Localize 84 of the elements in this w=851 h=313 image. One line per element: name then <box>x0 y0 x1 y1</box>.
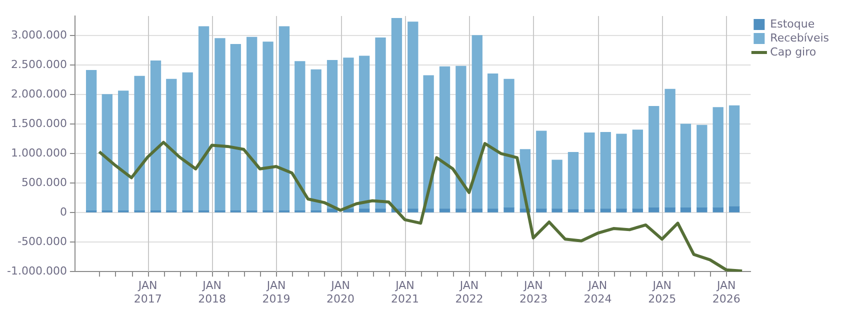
bar <box>552 208 562 212</box>
bar <box>294 61 306 212</box>
x-tick-label: JAN 2026 <box>712 279 740 306</box>
y-tick-label: -500.000 <box>17 234 67 248</box>
bar <box>504 78 514 208</box>
bar <box>648 106 660 208</box>
x-tick-label: JAN 2019 <box>262 279 290 306</box>
bar <box>182 72 193 212</box>
bar <box>616 208 627 212</box>
bar <box>134 76 145 212</box>
bar <box>584 209 595 212</box>
bar <box>102 94 112 212</box>
bar <box>696 208 708 212</box>
bar <box>616 134 627 210</box>
bar <box>408 208 418 212</box>
legend-label: Estoque <box>770 17 815 30</box>
bar <box>456 208 466 212</box>
bar <box>584 132 595 210</box>
bar <box>166 78 177 212</box>
bar <box>728 206 740 212</box>
bar <box>504 208 514 212</box>
bar <box>680 124 692 208</box>
bar <box>375 208 386 212</box>
bar <box>86 70 97 212</box>
x-tick-label: JAN 2025 <box>648 279 676 306</box>
bar <box>472 208 482 212</box>
bar <box>712 107 724 208</box>
bar <box>375 38 386 210</box>
bar <box>310 69 322 212</box>
bar <box>358 56 370 210</box>
bar <box>198 26 210 212</box>
bar <box>408 22 418 210</box>
bar <box>118 90 129 212</box>
bar <box>214 38 226 212</box>
x-tick-label: JAN 2018 <box>198 279 226 306</box>
bar <box>728 105 740 207</box>
bar <box>262 42 274 212</box>
bar <box>712 208 724 212</box>
bar <box>664 88 676 208</box>
bar <box>600 132 611 210</box>
bar <box>326 60 338 210</box>
legend-label: Cap giro <box>770 45 816 58</box>
bar <box>568 152 579 210</box>
y-tick-label: 1.000.000 <box>10 146 67 160</box>
y-tick-label: 1.500.000 <box>10 116 67 130</box>
bar <box>343 58 354 210</box>
bar <box>600 208 611 212</box>
y-tick-label: -1.000.000 <box>7 264 67 278</box>
x-tick-label: JAN 2020 <box>326 279 355 306</box>
bar <box>680 208 692 212</box>
bar <box>536 130 547 210</box>
bar <box>230 44 241 212</box>
bar <box>648 208 660 212</box>
bar <box>439 208 450 212</box>
bar <box>391 18 402 210</box>
bar <box>246 36 258 212</box>
bar <box>536 208 547 212</box>
bar <box>632 208 643 212</box>
y-tick-label: 0 <box>60 205 67 218</box>
bar <box>278 26 290 212</box>
x-tick-label: JAN 2024 <box>584 279 612 306</box>
bar <box>696 124 708 208</box>
bar <box>358 208 370 212</box>
bar <box>456 66 466 210</box>
bar <box>439 66 450 210</box>
legend-label: Recebíveis <box>770 31 830 44</box>
y-tick-label: 3.000.000 <box>10 28 67 42</box>
bar <box>423 75 434 210</box>
bar <box>487 74 498 210</box>
bar <box>150 60 162 212</box>
x-tick-label: JAN 2023 <box>519 279 548 306</box>
x-tick-label: JAN 2021 <box>390 279 419 306</box>
bar <box>326 208 338 212</box>
x-tick-label: JAN 2017 <box>134 279 162 306</box>
bar <box>664 208 676 212</box>
bar <box>552 160 562 210</box>
y-tick-label: 500.000 <box>21 176 67 189</box>
bar <box>632 130 643 210</box>
bar <box>472 35 482 210</box>
y-tick-label: 2.500.000 <box>10 58 67 71</box>
x-tick-label: JAN 2022 <box>455 279 484 306</box>
bar <box>487 208 498 212</box>
bar <box>568 209 579 212</box>
y-tick-label: 2.000.000 <box>10 87 67 100</box>
